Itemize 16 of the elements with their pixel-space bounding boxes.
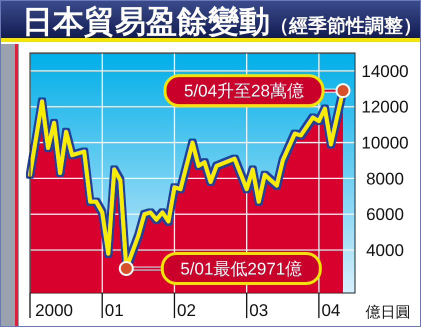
y-tick-label: 4000 xyxy=(366,241,404,260)
chart-title: 日本貿易盈餘變動 xyxy=(22,4,270,39)
y-tick-label: 10000 xyxy=(361,134,409,153)
y-tick-label: 6000 xyxy=(366,205,404,224)
x-tick-label: 01 xyxy=(104,301,124,320)
x-tick-label: 04 xyxy=(321,301,340,320)
x-tick-label: 02 xyxy=(177,301,196,320)
y-tick-label: 8000 xyxy=(366,169,404,188)
x-tick-label: 03 xyxy=(249,301,268,320)
y-axis-title: 億日圓 xyxy=(366,304,410,321)
y-tick-label: 14000 xyxy=(361,62,409,81)
chart-subtitle: （經季節性調整） xyxy=(270,15,421,37)
x-tick-label: 2000 xyxy=(35,301,73,320)
annotation: 5/01最低2971億 xyxy=(180,259,302,278)
annotation: 5/04升至28萬億 xyxy=(184,82,304,101)
y-tick-label: 12000 xyxy=(361,98,409,117)
